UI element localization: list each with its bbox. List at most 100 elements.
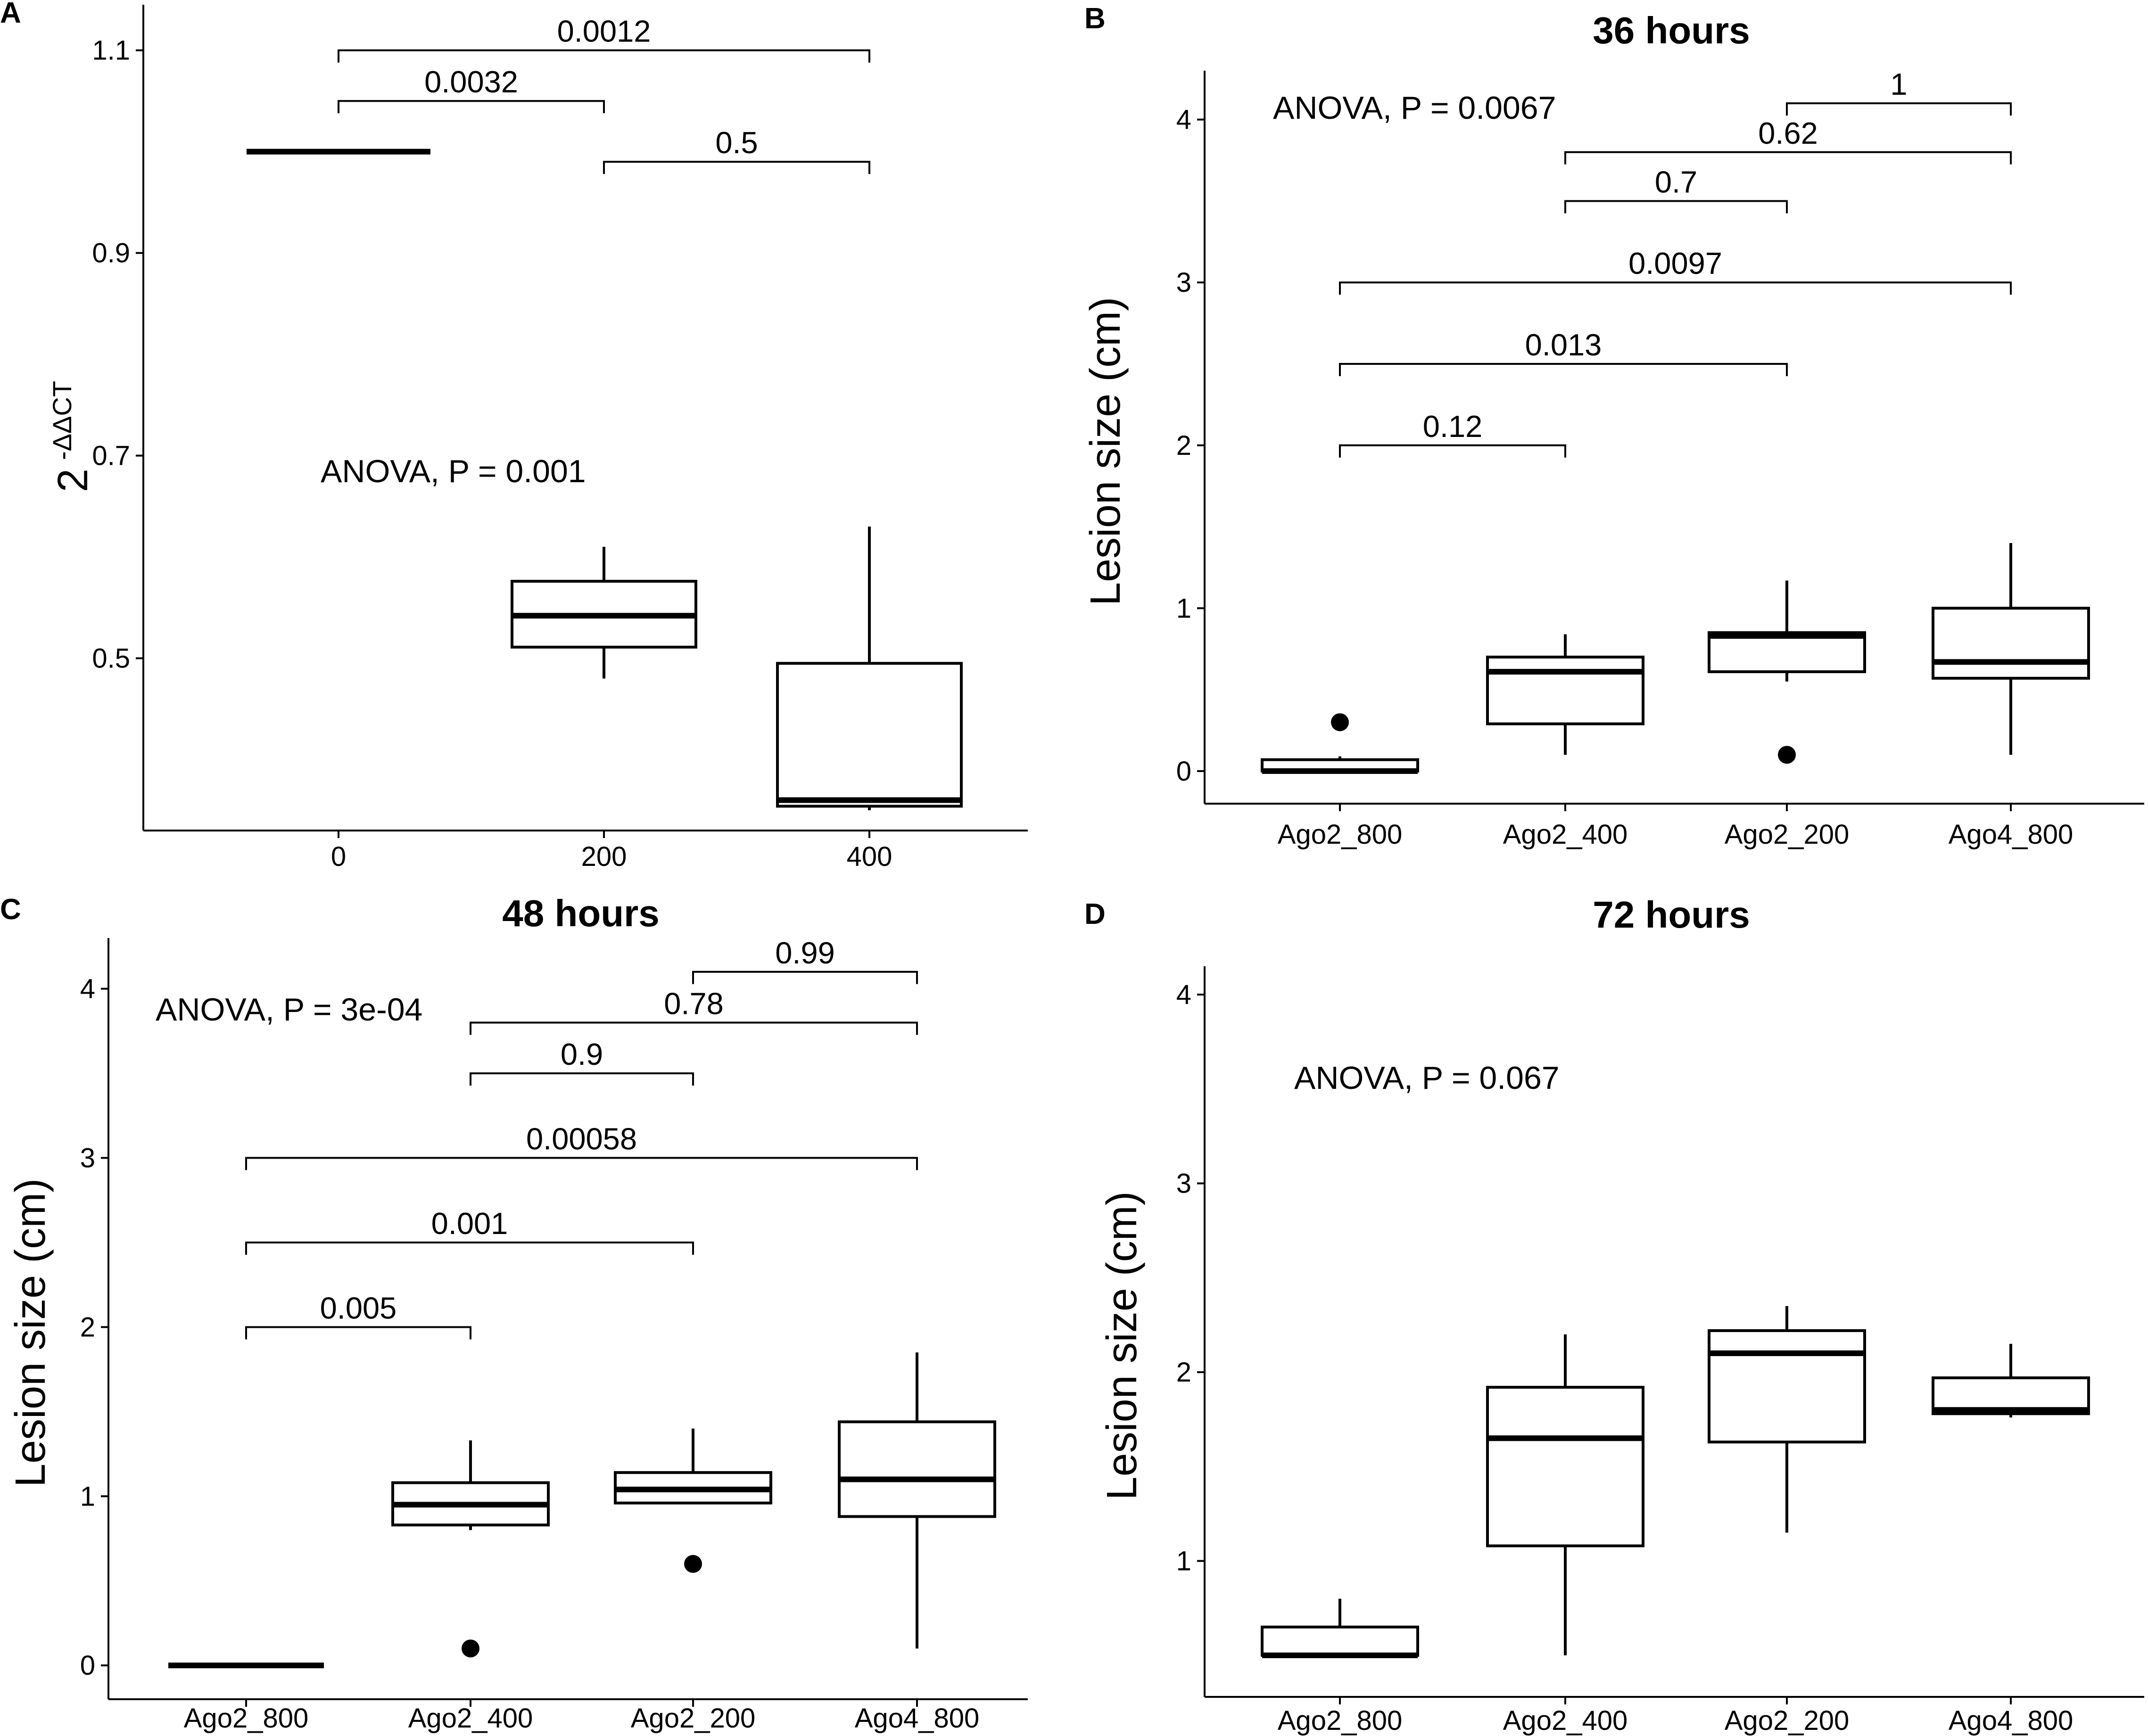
y-axis-title: 2-ΔΔCT xyxy=(47,381,97,492)
comparison-bracket xyxy=(1339,363,1788,376)
comparison-bracket xyxy=(245,1157,918,1170)
y-axis-title: Lesion size (cm) xyxy=(7,1178,54,1487)
box-iqr xyxy=(1708,631,1866,674)
anova-annotation: ANOVA, P = 0.067 xyxy=(1294,1060,1560,1096)
x-tick-label: Ago2_800 xyxy=(184,1703,308,1734)
box-Ago4_800 xyxy=(1932,543,2090,755)
comparison-bracket xyxy=(245,1326,471,1340)
p-value-label: 1 xyxy=(1890,67,1907,101)
p-value-label: 0.005 xyxy=(320,1291,397,1325)
x-tick-label: Ago2_800 xyxy=(1278,1705,1402,1736)
y-tick-label: 0 xyxy=(80,1650,95,1681)
outlier-point xyxy=(1778,746,1796,764)
x-tick-label: Ago2_200 xyxy=(1725,819,1849,850)
x-tick-label: 200 xyxy=(581,841,627,872)
comparison-bracket xyxy=(1786,102,2012,116)
outlier-point xyxy=(462,1639,479,1658)
panel-letter: B xyxy=(1084,2,1106,35)
box-Ago4_800 xyxy=(1932,1344,2090,1418)
x-tick-label: Ago2_200 xyxy=(1725,1705,1849,1736)
p-value-label: 0.0012 xyxy=(557,14,651,49)
box-400 xyxy=(776,527,963,811)
p-value-label: 0.0097 xyxy=(1628,246,1722,280)
p-value-label: 0.0032 xyxy=(424,65,518,99)
x-tick-label: Ago4_800 xyxy=(1949,819,2073,850)
x-tick-label: Ago2_200 xyxy=(631,1703,755,1734)
y-tick-label: 1 xyxy=(1176,593,1191,624)
y-tick-label: 2 xyxy=(80,1312,95,1342)
panel-letter: A xyxy=(0,0,21,29)
p-value-label: 0.00058 xyxy=(526,1122,637,1156)
x-tick-label: Ago2_400 xyxy=(1503,819,1628,850)
outlier-point xyxy=(1331,713,1349,732)
y-tick-label: 1 xyxy=(80,1481,95,1512)
box-Ago2_800 xyxy=(1261,713,1419,774)
comparison-bracket xyxy=(1564,151,2012,165)
y-tick-label: 4 xyxy=(1176,979,1191,1010)
box-iqr xyxy=(1486,656,1644,725)
x-tick-label: Ago4_800 xyxy=(1949,1705,2073,1736)
y-tick-label: 4 xyxy=(80,974,95,1004)
comparison-bracket xyxy=(1339,281,2012,295)
panel-letter: C xyxy=(0,893,21,926)
comparison-bracket xyxy=(692,971,918,984)
y-tick-label: 4 xyxy=(1176,105,1191,135)
box-iqr xyxy=(1708,1329,1866,1444)
p-value-label: 0.9 xyxy=(561,1037,603,1071)
panel-letter: D xyxy=(1084,898,1106,930)
y-tick-label: 3 xyxy=(1176,1168,1191,1199)
comparison-bracket xyxy=(338,49,870,63)
y-tick-label: 3 xyxy=(1176,267,1191,298)
anova-annotation: ANOVA, P = 0.0067 xyxy=(1273,90,1556,126)
x-tick-label: Ago4_800 xyxy=(855,1703,979,1734)
box-Ago2_400 xyxy=(1486,1334,1644,1655)
x-tick-label: 0 xyxy=(331,841,346,872)
p-value-label: 0.78 xyxy=(664,986,724,1020)
outlier-point xyxy=(684,1555,702,1573)
box-Ago2_200 xyxy=(614,1428,772,1573)
y-tick-label: 0.9 xyxy=(92,238,130,269)
box-iqr xyxy=(1261,1625,1419,1657)
panel-b: B 36 hours 0 1 2 3 4 Ago2_800 Ago2_400 Ago2_200 Ag… xyxy=(1082,2,2144,850)
box-iqr xyxy=(1932,607,2090,680)
p-value-label: 0.7 xyxy=(1655,165,1697,199)
x-tick-label: Ago2_400 xyxy=(408,1703,533,1734)
y-axis-title: Lesion size (cm) xyxy=(1099,1191,1146,1500)
p-value-label: 0.99 xyxy=(775,936,835,970)
panel-title: 36 hours xyxy=(1593,9,1750,51)
panel-title: 48 hours xyxy=(502,892,659,934)
comparison-bracket xyxy=(245,1242,694,1255)
box-Ago2_200 xyxy=(1708,1306,1866,1533)
y-tick-label: 0 xyxy=(1176,756,1191,787)
comparison-bracket xyxy=(603,161,870,174)
box-Ago2_400 xyxy=(391,1440,550,1658)
comparison-bracket xyxy=(338,100,605,114)
y-tick-label: 1 xyxy=(1176,1546,1191,1577)
y-axis-title: Lesion size (cm) xyxy=(1082,297,1129,606)
comparison-bracket xyxy=(470,1072,694,1086)
p-value-label: 0.62 xyxy=(1758,116,1818,150)
anova-annotation: ANOVA, P = 0.001 xyxy=(321,453,586,489)
y-tick-label: 3 xyxy=(80,1143,95,1174)
box-Ago4_800 xyxy=(838,1352,996,1649)
y-tick-label: 2 xyxy=(1176,430,1191,461)
comparison-bracket xyxy=(470,1021,918,1035)
comparison-bracket xyxy=(1339,444,1566,458)
comparison-bracket xyxy=(1564,200,1788,214)
box-Ago2_400 xyxy=(1486,634,1644,755)
panel-a: A 0.5 0.7 0.9 1.1 0 200 400 2-ΔΔCT ANOVA, P = 0.0… xyxy=(0,0,1028,872)
x-tick-label: 400 xyxy=(847,841,892,872)
y-tick-label: 1.1 xyxy=(92,35,130,66)
y-tick-label: 2 xyxy=(1176,1357,1191,1388)
panel-c: C 48 hours 0 1 2 3 4 Ago2_800 Ago2_400 Ago2_200 Ag… xyxy=(0,892,1028,1734)
box-Ago2_800 xyxy=(1261,1598,1419,1658)
panel-title: 72 hours xyxy=(1593,894,1750,936)
p-value-label: 0.001 xyxy=(431,1206,508,1241)
p-value-label: 0.5 xyxy=(715,125,758,160)
box-200 xyxy=(511,547,697,679)
y-tick-label: 0.5 xyxy=(92,643,130,674)
box-iqr xyxy=(776,662,963,808)
anova-annotation: ANOVA, P = 3e-04 xyxy=(156,992,422,1028)
x-tick-label: Ago2_800 xyxy=(1278,819,1402,850)
